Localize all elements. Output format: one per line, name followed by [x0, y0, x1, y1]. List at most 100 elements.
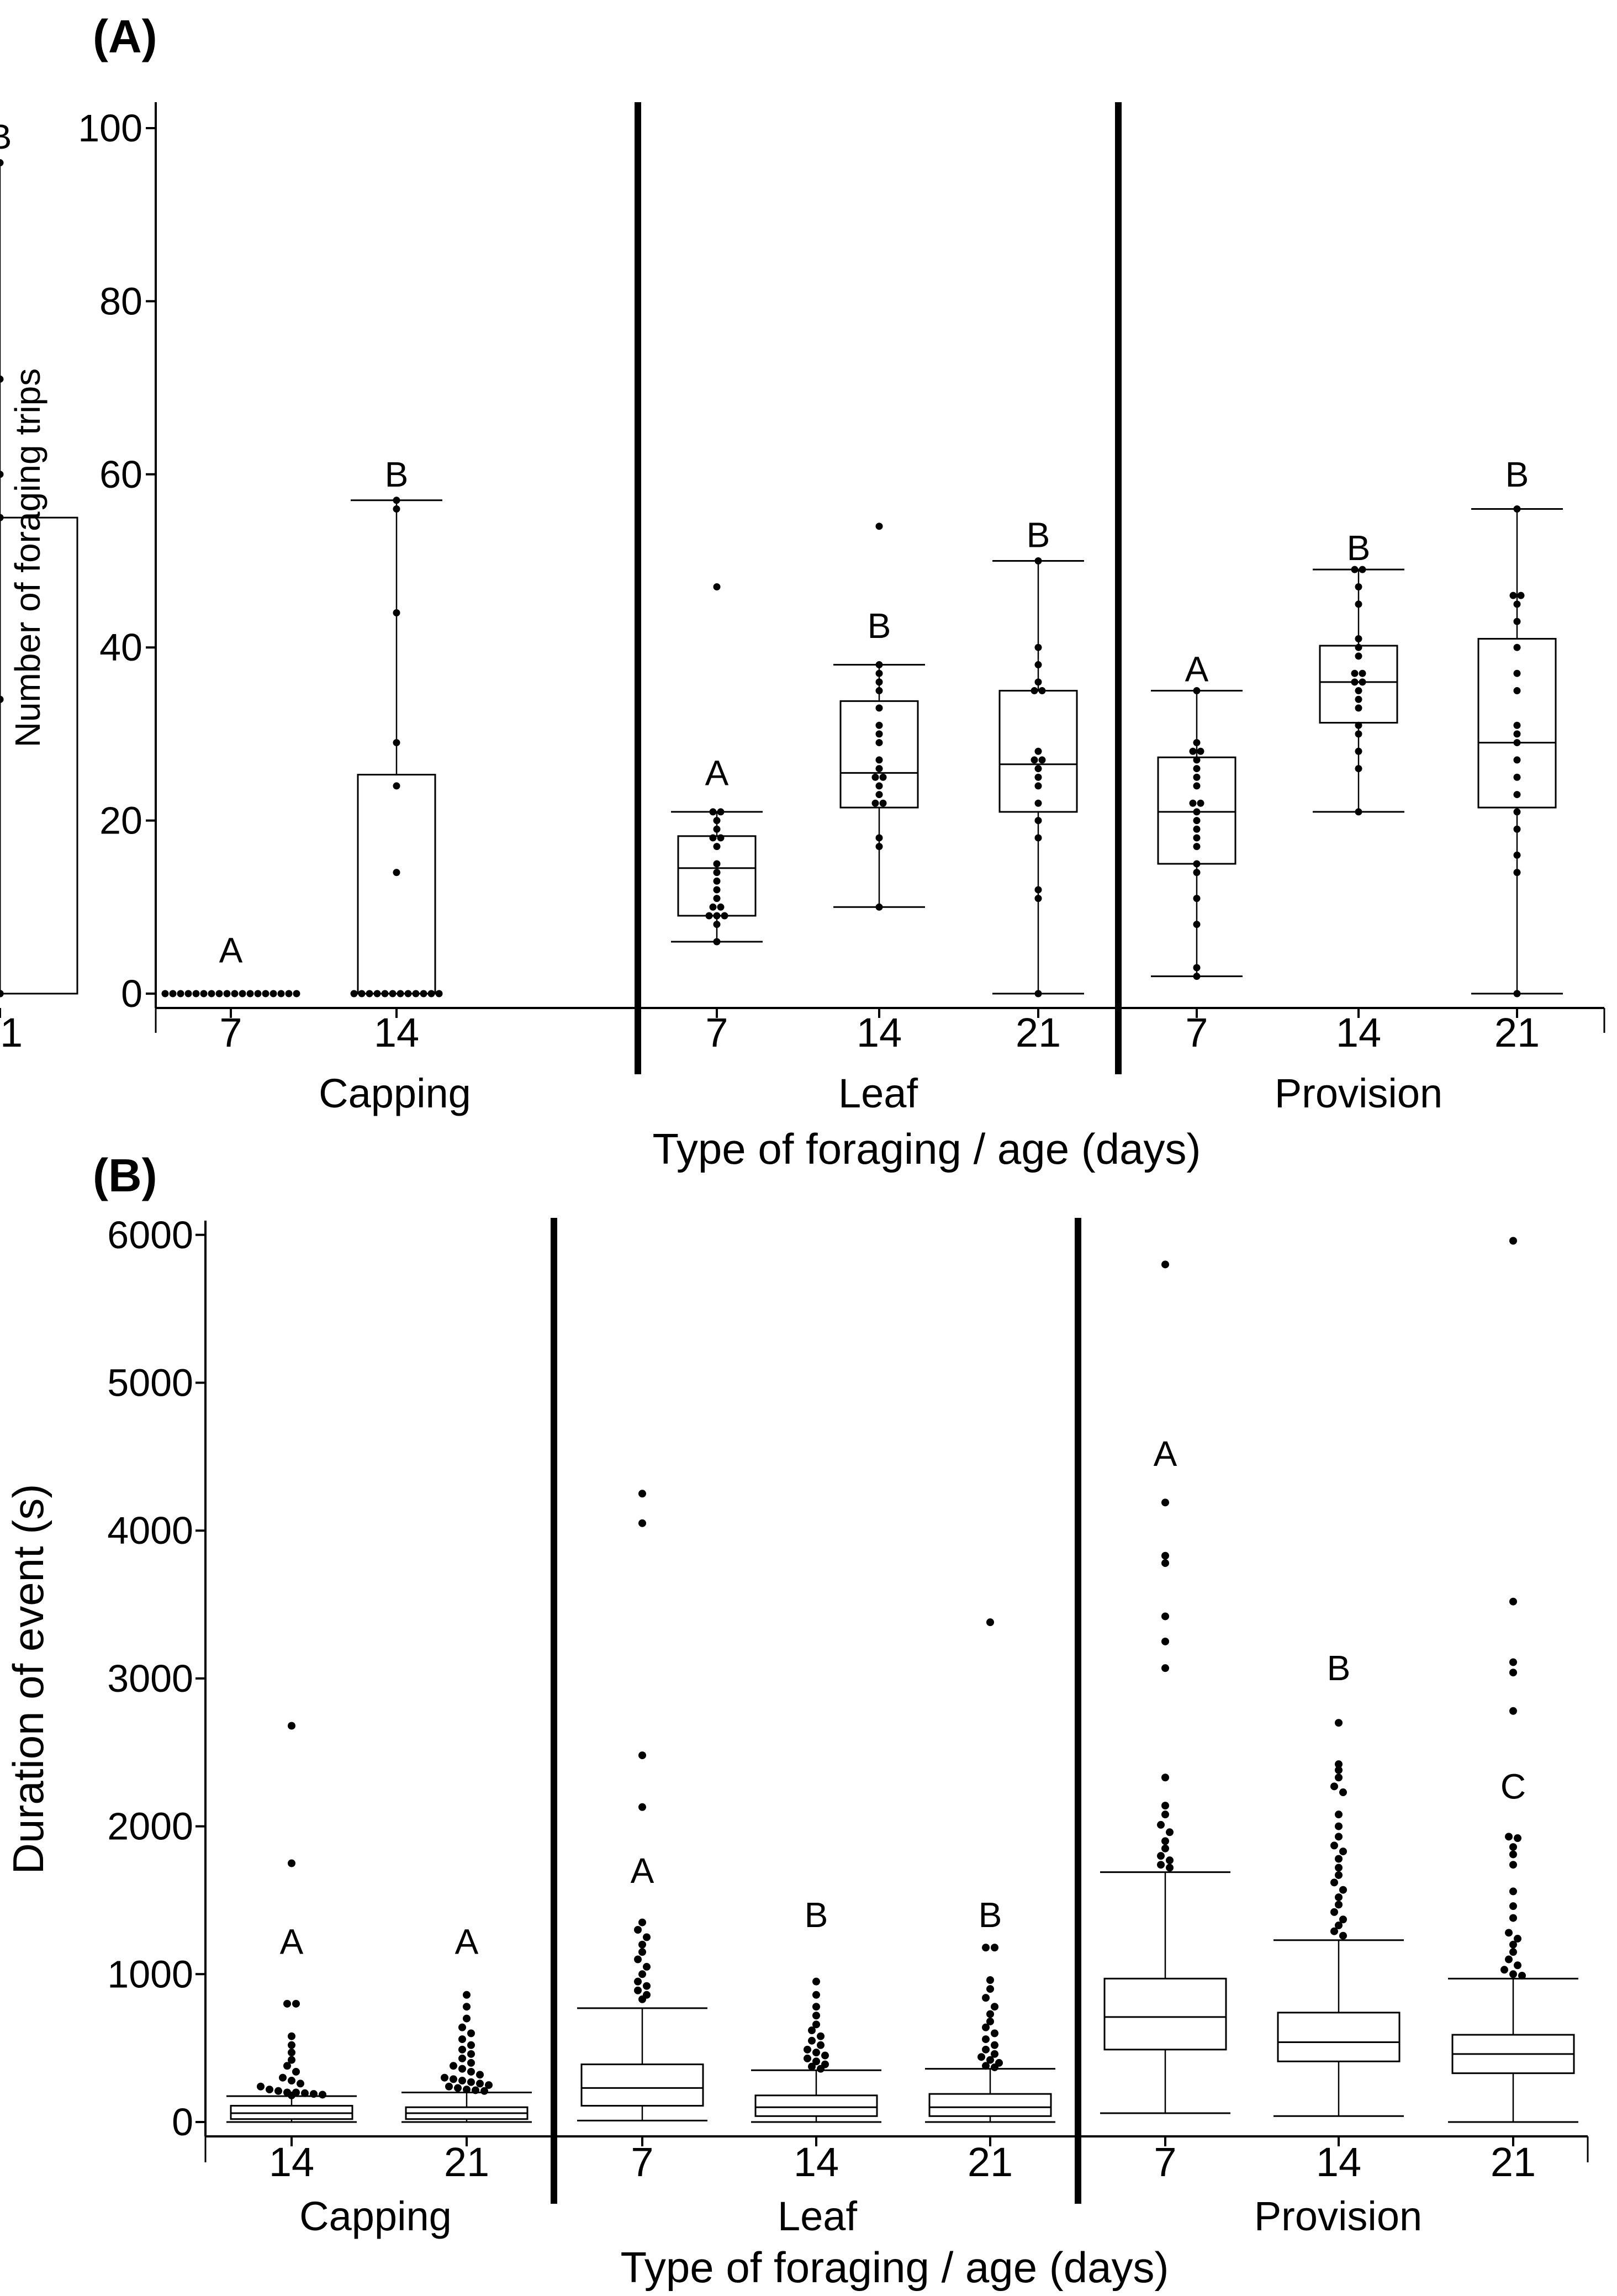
- data-point: [875, 843, 883, 851]
- data-point: [634, 1986, 642, 1994]
- data-point: [277, 990, 285, 997]
- data-point: [1351, 566, 1359, 573]
- y-tick-label: 4000: [107, 1509, 193, 1552]
- data-point: [274, 2087, 282, 2095]
- data-point: [200, 990, 208, 997]
- panel-b-x-axis-title: Type of foraging / age (days): [621, 2243, 1169, 2292]
- data-point: [458, 2045, 466, 2054]
- group-label: Provision: [1275, 1070, 1442, 1116]
- group-label: Capping: [319, 1070, 471, 1116]
- data-point: [808, 2036, 816, 2045]
- data-point: [0, 990, 4, 997]
- data-point: [817, 2065, 825, 2073]
- data-point: [288, 1722, 295, 1730]
- data-point: [1509, 1237, 1517, 1245]
- data-point: [643, 1962, 651, 1971]
- data-point: [1335, 1893, 1343, 1902]
- data-point: [1161, 1637, 1169, 1645]
- data-point: [1335, 1822, 1343, 1830]
- significance-letter: A: [455, 1922, 479, 1961]
- data-point: [266, 2086, 273, 2094]
- data-point: [1513, 791, 1521, 799]
- panel-b-y-axis-title: Duration of event (s): [4, 1484, 52, 1875]
- data-point: [177, 990, 184, 997]
- data-point: [875, 756, 883, 764]
- data-point: [485, 2081, 493, 2089]
- data-point: [634, 1955, 642, 1964]
- data-point: [986, 1976, 994, 1984]
- data-point: [239, 990, 246, 997]
- data-point: [713, 938, 721, 946]
- box: [357, 774, 436, 995]
- data-point: [1359, 566, 1366, 573]
- x-tick-label: 21: [1491, 2139, 1536, 2185]
- data-point: [713, 886, 721, 894]
- data-point: [1157, 1820, 1165, 1829]
- significance-letter: A: [219, 931, 243, 970]
- data-point: [1034, 765, 1042, 773]
- data-point: [1355, 652, 1362, 660]
- data-point: [1330, 1878, 1338, 1887]
- data-point: [1034, 773, 1042, 781]
- data-point: [1514, 1935, 1521, 1943]
- data-point: [808, 2062, 816, 2071]
- data-point: [393, 505, 400, 513]
- data-point: [285, 990, 293, 997]
- significance-letter: A: [631, 1851, 654, 1891]
- data-point: [717, 903, 725, 911]
- data-point: [1330, 1927, 1338, 1935]
- data-point: [713, 860, 721, 868]
- data-point: [812, 2003, 820, 2011]
- data-point: [412, 990, 420, 997]
- data-point: [288, 2041, 295, 2049]
- data-point: [1513, 617, 1521, 625]
- data-point: [301, 2089, 309, 2097]
- data-point: [262, 990, 270, 997]
- data-point: [319, 2091, 326, 2099]
- data-point: [1034, 886, 1042, 894]
- x-tick-label: 14: [857, 1010, 902, 1055]
- data-point: [1193, 843, 1201, 851]
- data-point: [1517, 592, 1525, 599]
- significance-letter: B: [979, 1895, 1002, 1935]
- significance-letter: A: [280, 1922, 304, 1961]
- data-point: [1193, 739, 1201, 747]
- data-point: [1509, 1850, 1517, 1859]
- data-point: [393, 739, 400, 747]
- data-point: [1514, 1961, 1521, 1970]
- data-point: [977, 2053, 985, 2061]
- data-point: [1513, 505, 1521, 513]
- data-point: [991, 2029, 998, 2038]
- data-point: [1034, 817, 1042, 825]
- data-point: [231, 990, 239, 997]
- data-point: [1161, 1559, 1169, 1567]
- data-point: [467, 2059, 475, 2067]
- data-point: [467, 2041, 475, 2049]
- data-point: [1509, 1843, 1517, 1851]
- box: [928, 2093, 1052, 2117]
- data-point: [0, 471, 4, 478]
- data-point: [638, 1751, 646, 1760]
- data-point: [215, 990, 223, 997]
- data-point: [1166, 1856, 1174, 1865]
- data-point: [373, 990, 381, 997]
- data-point: [1193, 964, 1201, 972]
- data-point: [1335, 1864, 1343, 1872]
- data-point: [467, 2078, 475, 2086]
- y-tick-label: 40: [99, 626, 142, 669]
- data-point: [1509, 592, 1517, 599]
- data-point: [463, 2014, 471, 2023]
- significance-letter: B: [385, 455, 409, 494]
- data-point: [427, 990, 435, 997]
- data-point: [875, 721, 883, 729]
- x-tick-label: 7: [219, 1010, 242, 1055]
- data-point: [709, 834, 717, 842]
- data-point: [254, 990, 262, 997]
- x-tick-label: 14: [374, 1010, 419, 1055]
- group-label: Leaf: [838, 1070, 918, 1116]
- data-point: [817, 2041, 825, 2049]
- box: [580, 2063, 704, 2107]
- group-label: Provision: [1254, 2193, 1422, 2239]
- data-point: [458, 2035, 466, 2044]
- data-point: [812, 2057, 820, 2066]
